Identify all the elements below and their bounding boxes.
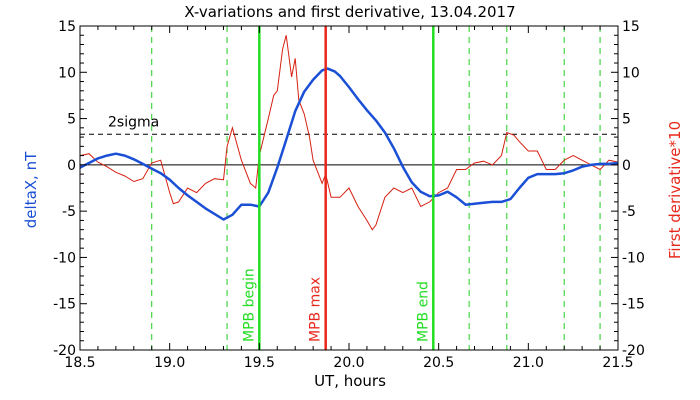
mpb-label-2: MPB end [415, 281, 431, 342]
x-tick-label-5: 21.0 [513, 355, 544, 371]
derivative-series-line [79, 35, 619, 231]
deltax-series-line [79, 67, 619, 221]
x-tick-label-3: 20.0 [333, 355, 364, 371]
mpb-label-1: MPB max [308, 277, 324, 342]
x-tick-label-2: 19.5 [244, 355, 275, 371]
y-tick-label-right-2: -10 [622, 250, 645, 266]
y-tick-label-left-4: 0 [67, 158, 76, 174]
y-axis-label-right: First derivative*10 [666, 121, 684, 259]
y-tick-label-right-7: 15 [622, 19, 640, 35]
y-tick-label-right-1: -15 [622, 297, 645, 313]
y-axis-label-left: deltaX, nT [22, 151, 40, 228]
x-tick-label-4: 20.5 [423, 355, 454, 371]
y-tick-label-right-5: 5 [622, 112, 631, 128]
plot-area: 2sigma MPB begin MPB max MPB end 18.5 19.0 19.… [53, 19, 645, 371]
x-tick-label-6: 21.5 [602, 355, 633, 371]
mpb-label-0: MPB begin [241, 268, 257, 342]
y-tick-label-left-5: 5 [67, 112, 76, 128]
x-axis-label: UT, hours [314, 372, 386, 390]
y-tick-label-left-7: 15 [58, 19, 76, 35]
threshold-label: 2sigma [108, 114, 159, 130]
y-tick-label-right-0: -20 [622, 343, 645, 359]
y-tick-label-left-1: -15 [53, 297, 76, 313]
y-tick-label-right-3: -5 [622, 204, 636, 220]
y-tick-label-left-6: 10 [58, 65, 76, 81]
y-tick-label-right-6: 10 [622, 65, 640, 81]
x-tick-label-0: 18.5 [64, 355, 95, 371]
y-tick-label-left-0: -20 [53, 343, 76, 359]
y-tick-label-left-3: -5 [62, 204, 76, 220]
x-tick-label-1: 19.0 [154, 355, 185, 371]
y-tick-label-right-4: 0 [622, 158, 631, 174]
y-tick-label-left-2: -10 [53, 250, 76, 266]
chart-title: X-variations and first derivative, 13.04… [184, 3, 515, 21]
